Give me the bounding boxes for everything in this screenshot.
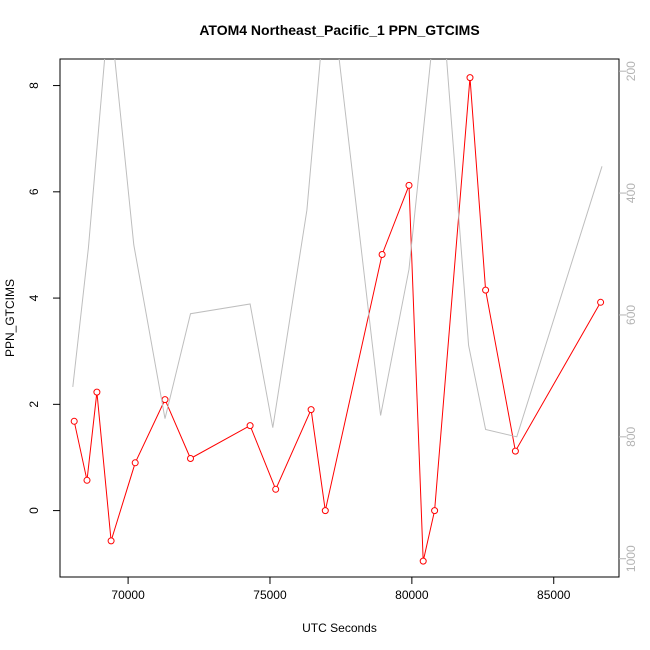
y-tick-label: 8 [27,82,41,89]
data-point [272,485,280,493]
y-tick-label: 0 [27,507,41,514]
data-point [131,459,139,467]
data-point [321,507,329,515]
data-point [70,417,78,425]
y2-tick-label: 1000 [624,545,638,572]
data-point [378,251,386,258]
data-point [511,447,519,455]
chart-title: ATOM4 Northeast_Pacific_1 PPN_GTCIMS [199,22,479,38]
series-layer [70,59,605,565]
x-tick-label: 80000 [395,588,429,602]
data-point [83,476,91,484]
y2-tick-label: 800 [624,427,638,447]
y-axis-label: PPN_GTCIMS [3,279,17,357]
y2-tick-label: 400 [624,183,638,203]
y-tick-label: 2 [27,401,41,408]
primary-series-line [73,77,602,562]
x-axis-label: UTC Seconds [302,621,377,635]
data-point [307,406,315,414]
data-point [405,181,413,189]
x-tick-label: 70000 [111,588,145,602]
data-point [597,298,605,306]
data-point [187,455,194,462]
y-tick-label: 4 [27,294,41,301]
x-tick-label: 75000 [253,588,287,602]
data-point [419,557,427,565]
data-point [482,286,490,294]
y-tick-label: 6 [27,188,41,195]
data-point [431,507,439,515]
data-point [161,396,169,404]
x-tick-label: 85000 [537,588,571,602]
data-point [246,422,254,430]
axes-layer: 70000 75000 80000 85000 0 2 4 6 8 200 400 600 800 100… [27,61,638,602]
secondary-series-line [72,59,603,438]
y2-tick-label: 200 [624,61,638,81]
plot-area-frame [59,58,620,578]
data-point [93,388,101,396]
y2-tick-label: 600 [624,305,638,325]
data-point [107,537,115,545]
data-point [466,74,474,82]
